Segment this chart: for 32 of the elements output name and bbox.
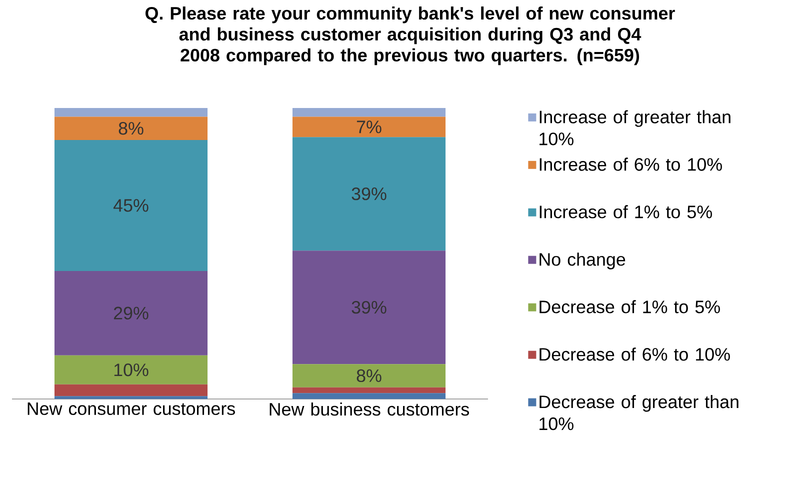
legend-label: Increase of greater than 10% [540, 110, 730, 146]
bar [292, 116, 446, 138]
bar [292, 250, 446, 364]
legend-label: No change [540, 252, 626, 270]
data-label: 8% [356, 369, 382, 382]
bar [54, 270, 208, 356]
bar [292, 108, 446, 117]
legend-label: Decrease of greater than 10% [540, 395, 738, 430]
data-label: 39% [352, 300, 386, 314]
bar [292, 393, 446, 399]
bar [54, 108, 208, 117]
legend-label: Increase of 6% to 10% [540, 158, 722, 171]
x-tick-label: New business customers [270, 402, 469, 416]
bar [54, 384, 208, 396]
bar [54, 140, 208, 271]
data-label: 29% [114, 306, 148, 320]
data-label: 39% [352, 187, 386, 200]
bar [54, 396, 208, 399]
chart-title: Q. Please rate your community bank's level of new consumer and business customer acquisition during Q3 and Q4 2008 compared to the previous two quarters. (n=659) [146, 6, 675, 66]
bar [292, 387, 446, 394]
x-tick-label: New consumer customers [28, 402, 235, 416]
data-label: 8% [118, 122, 144, 135]
legend-label: Decrease of 1% to 5% [540, 300, 720, 314]
bar [292, 137, 446, 251]
legend-label: Increase of 1% to 5% [540, 205, 712, 218]
bar [54, 116, 208, 140]
data-label: 7% [356, 120, 382, 134]
data-label: 10% [114, 364, 148, 376]
bar [54, 355, 208, 384]
bar [292, 364, 446, 388]
legend-label: Decrease of 6% to 10% [540, 348, 730, 361]
data-label: 45% [113, 199, 148, 212]
